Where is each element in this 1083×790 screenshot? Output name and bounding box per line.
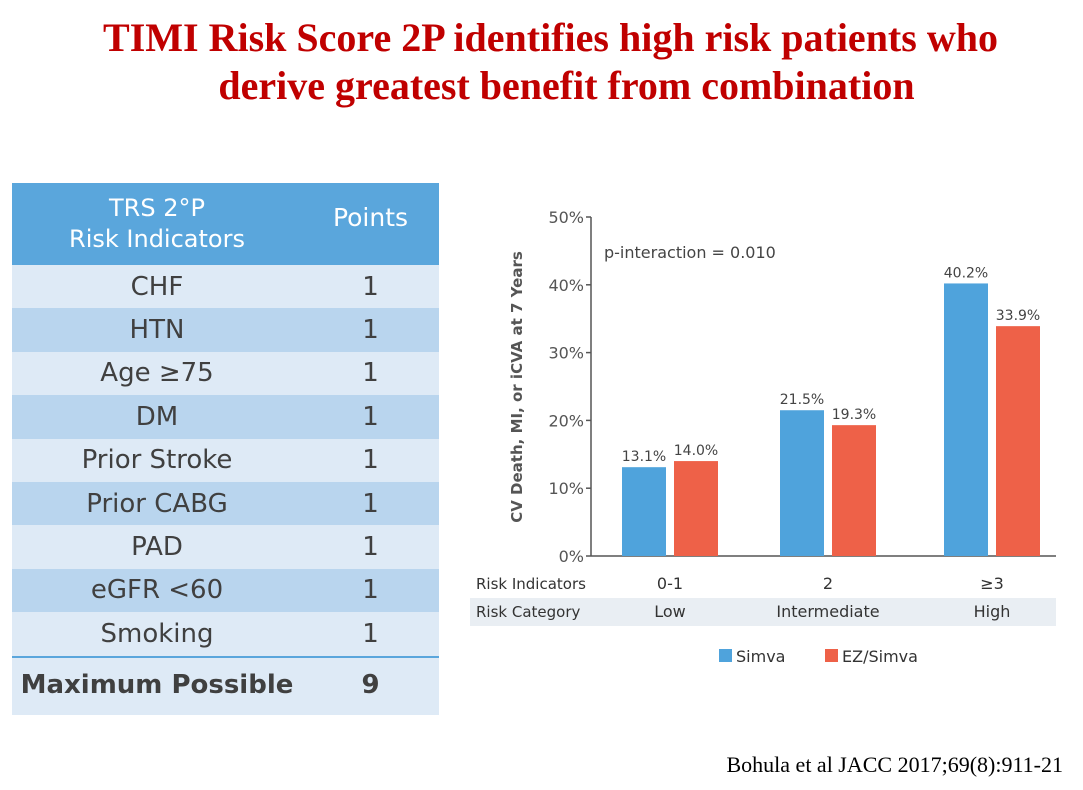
risk-score-table: TRS 2°P Risk Indicators Points CHF 1 HTN 1 A… xyxy=(12,183,439,715)
risk-indicator-points: 1 xyxy=(362,575,379,606)
total-label: Maximum Possible xyxy=(20,669,294,700)
bar-value-label: 40.2% xyxy=(944,265,988,281)
risk-category-band xyxy=(470,598,1056,626)
risk-category-row-label: Risk Category xyxy=(476,603,581,621)
y-tick-label: 30% xyxy=(548,344,584,363)
p-interaction-annotation: p-interaction = 0.010 xyxy=(604,243,776,262)
table-row: Smoking 1 xyxy=(12,612,439,655)
total-points: 9 xyxy=(361,669,380,700)
risk-indicator-points: 1 xyxy=(362,488,379,519)
header-indicator-line1: TRS 2°P xyxy=(109,194,205,222)
bar-ezsimva-0 xyxy=(674,461,718,556)
y-tick-label: 20% xyxy=(548,411,584,430)
legend-swatch-ezsimva xyxy=(825,649,838,662)
table-row: DM 1 xyxy=(12,395,439,439)
risk-indicator-label: CHF xyxy=(130,271,184,302)
x-tick-label: 0-1 xyxy=(657,574,683,593)
risk-category-label: High xyxy=(974,602,1011,621)
slide-title: TIMI Risk Score 2P identifies high risk … xyxy=(0,14,1083,110)
table-row: eGFR <60 1 xyxy=(12,568,439,613)
slide-title-line1: TIMI Risk Score 2P identifies high risk … xyxy=(103,15,998,60)
x-tick-label: 2 xyxy=(823,574,833,593)
table-row: Prior Stroke 1 xyxy=(12,439,439,482)
bar-simva-2 xyxy=(944,283,988,556)
legend-label: Simva xyxy=(736,647,785,666)
risk-category-label: Low xyxy=(654,602,686,621)
risk-chart: 0% 10% 20% 30% 40% 50% CV Death, MI, or iCVA a… xyxy=(470,200,1070,685)
citation: Bohula et al JACC 2017;69(8):911-21 xyxy=(726,752,1064,777)
bar-chart-svg: 0% 10% 20% 30% 40% 50% CV Death, MI, or iCVA a… xyxy=(470,208,1056,666)
risk-indicator-label: Smoking xyxy=(100,618,214,649)
bar-value-label: 21.5% xyxy=(780,392,824,408)
risk-indicator-points: 1 xyxy=(362,358,379,389)
risk-indicator-label: eGFR <60 xyxy=(90,575,224,606)
bar-value-label: 33.9% xyxy=(996,308,1040,324)
legend-swatch-simva xyxy=(719,649,732,662)
y-tick-label: 0% xyxy=(559,547,584,566)
legend-label: EZ/Simva xyxy=(842,647,918,666)
header-indicator-line2: Risk Indicators xyxy=(69,225,245,253)
table-total-row: Maximum Possible 9 xyxy=(12,655,439,712)
bar-value-label: 14.0% xyxy=(674,443,718,459)
table-row: PAD 1 xyxy=(12,525,439,568)
header-points: Points xyxy=(332,203,409,232)
risk-indicator-label: PAD xyxy=(131,532,183,563)
slide-title-line2: derive greatest benefit from combination xyxy=(218,63,915,108)
y-tick-label: 40% xyxy=(548,276,584,295)
risk-indicator-points: 1 xyxy=(362,618,379,649)
risk-indicator-points: 1 xyxy=(362,401,379,432)
bar-simva-1 xyxy=(780,410,824,556)
x-tick-label: ≥3 xyxy=(980,574,1004,593)
y-axis-title: CV Death, MI, or iCVA at 7 Years xyxy=(508,251,526,523)
y-tick-label: 10% xyxy=(548,479,584,498)
risk-indicator-points: 1 xyxy=(362,271,379,302)
risk-indicator-label: DM xyxy=(135,401,179,432)
table-row: CHF 1 xyxy=(12,265,439,308)
table-body: CHF 1 HTN 1 Age ≥75 1 DM 1 Prior Stroke 1 Prior CA… xyxy=(12,265,439,656)
y-tick-label: 50% xyxy=(548,208,584,227)
risk-indicator-label: Prior Stroke xyxy=(81,445,233,476)
bar-value-label: 19.3% xyxy=(832,407,876,423)
risk-indicator-points: 1 xyxy=(362,445,379,476)
table-header: TRS 2°P Risk Indicators Points xyxy=(12,183,439,265)
risk-indicator-label: Prior CABG xyxy=(86,488,228,519)
table-row: Prior CABG 1 xyxy=(12,481,439,526)
risk-indicators-row-label: Risk Indicators xyxy=(476,575,586,593)
bar-ezsimva-1 xyxy=(832,425,876,556)
risk-indicator-label: HTN xyxy=(129,315,185,346)
risk-indicator-points: 1 xyxy=(362,315,379,346)
table-row: Age ≥75 1 xyxy=(12,352,439,395)
risk-indicator-points: 1 xyxy=(362,532,379,563)
risk-category-label: Intermediate xyxy=(776,602,879,621)
header-risk-indicators: TRS 2°P Risk Indicators xyxy=(12,193,302,255)
bar-value-label: 13.1% xyxy=(622,449,666,465)
table-row: HTN 1 xyxy=(12,308,439,352)
bar-simva-0 xyxy=(622,467,666,556)
risk-indicator-label: Age ≥75 xyxy=(100,358,214,389)
bar-ezsimva-2 xyxy=(996,326,1040,556)
